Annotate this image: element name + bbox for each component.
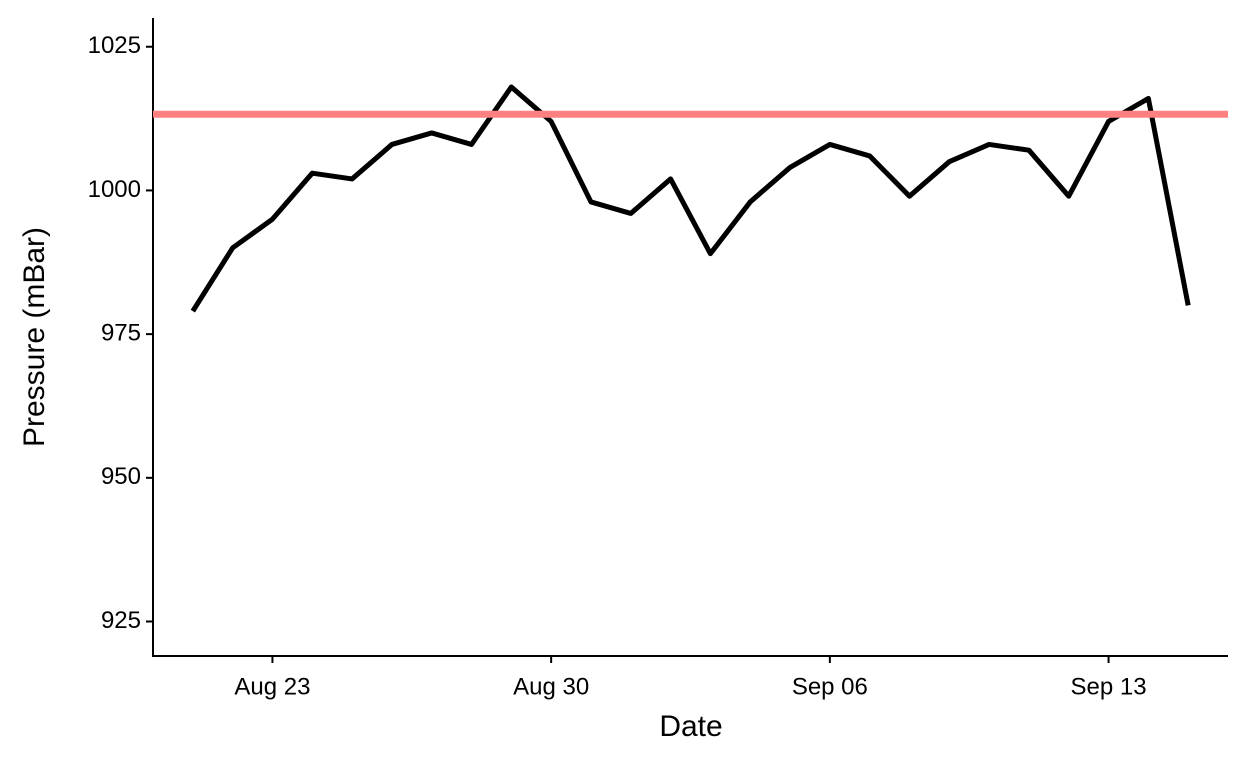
data-line <box>190 84 1191 313</box>
y-tick-label: 1025 <box>88 32 141 59</box>
x-tick-label: Sep 13 <box>1071 673 1147 700</box>
y-tick-label: 925 <box>101 607 141 634</box>
x-tick-label: Sep 06 <box>792 673 868 700</box>
y-axis-title: Pressure (mBar) <box>18 227 51 447</box>
y-tick-label: 1000 <box>88 176 141 203</box>
y-tick-label: 950 <box>101 463 141 490</box>
x-tick-label: Aug 30 <box>513 673 589 700</box>
y-tick-label: 975 <box>101 319 141 346</box>
x-tick-label: Aug 23 <box>234 673 310 700</box>
x-axis-title: Date <box>659 710 722 743</box>
